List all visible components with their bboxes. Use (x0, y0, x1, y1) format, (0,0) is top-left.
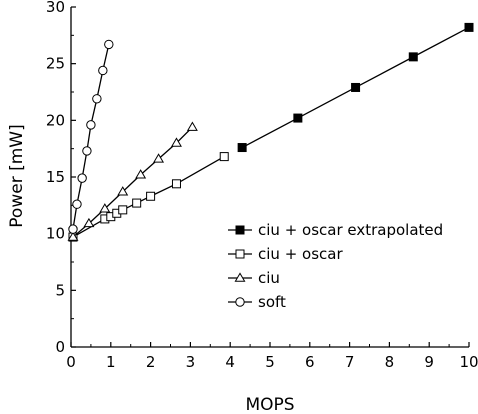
series-layer (67, 22, 474, 242)
data-point-open-triangle (117, 186, 129, 196)
data-point-open-circle (235, 297, 245, 307)
data-point-open-square (146, 191, 156, 201)
data-point-open-square (219, 152, 229, 162)
x-tick-label: 3 (186, 353, 196, 371)
x-tick-label: 1 (106, 353, 116, 371)
series-filled-square (237, 22, 474, 153)
data-point-open-triangle (135, 169, 147, 179)
series-open-triangle (67, 121, 198, 241)
data-point-open-triangle (186, 121, 198, 131)
data-point-open-circle (82, 146, 92, 156)
y-tick-label: 25 (46, 55, 65, 73)
series-open-circle (68, 39, 114, 234)
x-tick-label: 2 (146, 353, 156, 371)
data-point-open-square (118, 205, 128, 215)
x-tick-label: 10 (459, 353, 478, 371)
x-tick-label: 0 (66, 353, 76, 371)
data-point-open-square (171, 179, 181, 189)
data-point-filled-square (464, 22, 474, 32)
x-axis-title: MOPS (245, 395, 294, 414)
legend: ciu + oscar extrapolated ciu + oscar ciu so… (228, 221, 443, 311)
data-point-open-triangle (99, 203, 111, 213)
data-point-open-square (132, 198, 142, 208)
data-point-filled-square (235, 225, 245, 235)
data-point-filled-square (293, 113, 303, 123)
x-ticks: 0 1 2 3 4 5 6 7 8 9 10 (66, 342, 478, 371)
data-point-filled-square (408, 52, 418, 62)
data-point-filled-square (237, 143, 247, 153)
legend-label: ciu + oscar (258, 245, 343, 263)
data-point-open-circle (98, 65, 108, 76)
x-tick-label: 4 (225, 353, 235, 371)
legend-item: soft (228, 293, 286, 311)
x-tick-label: 5 (265, 353, 275, 371)
legend-item: ciu + oscar extrapolated (228, 221, 443, 239)
legend-label: ciu + oscar extrapolated (258, 221, 443, 239)
legend-label: soft (258, 293, 286, 311)
data-point-open-circle (86, 120, 96, 130)
x-tick-label: 6 (305, 353, 315, 371)
data-point-open-square (235, 249, 245, 259)
data-point-open-circle (104, 39, 114, 50)
data-point-open-triangle (67, 231, 79, 241)
y-tick-label: 5 (55, 281, 65, 299)
legend-label: ciu (258, 269, 280, 287)
x-tick-label: 7 (345, 353, 355, 371)
data-point-open-triangle (83, 217, 95, 228)
data-point-open-circle (72, 199, 82, 209)
data-point-open-triangle (234, 272, 246, 282)
data-point-open-triangle (170, 137, 182, 147)
y-tick-label: 10 (46, 225, 65, 243)
y-tick-label: 30 (46, 0, 65, 16)
y-tick-label: 20 (46, 111, 65, 129)
data-point-open-circle (92, 94, 102, 104)
y-tick-label: 0 (55, 338, 65, 356)
y-tick-label: 15 (46, 168, 65, 186)
legend-item: ciu + oscar (228, 245, 343, 263)
series-open-square (68, 152, 229, 242)
data-point-open-circle (68, 224, 78, 234)
x-tick-label: 8 (385, 353, 395, 371)
legend-item: ciu (228, 269, 280, 287)
x-tick-label: 9 (424, 353, 434, 371)
data-point-filled-square (351, 82, 361, 92)
y-axis-title: Power [mW] (7, 124, 27, 227)
data-point-open-triangle (153, 153, 165, 163)
data-point-open-circle (77, 173, 87, 183)
y-ticks: 0 5 10 15 20 25 30 (46, 0, 76, 356)
